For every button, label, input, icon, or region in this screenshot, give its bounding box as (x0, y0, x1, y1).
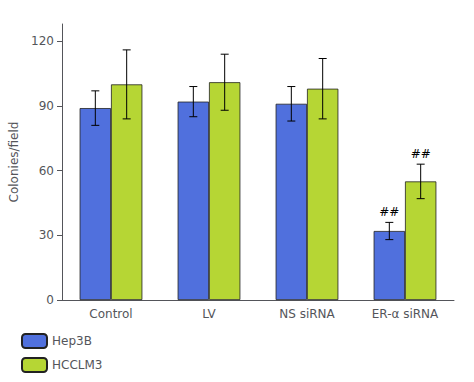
svg-text:HCCLM3: HCCLM3 (52, 358, 102, 372)
svg-text:Hep3B: Hep3B (52, 334, 92, 348)
svg-text:30: 30 (39, 228, 54, 242)
svg-text:Control: Control (89, 307, 132, 321)
svg-text:90: 90 (39, 99, 54, 113)
svg-text:ER-α siRNA: ER-α siRNA (372, 307, 439, 321)
svg-text:120: 120 (31, 34, 54, 48)
svg-text:Colonies/field: Colonies/field (7, 122, 21, 203)
svg-text:NS siRNA: NS siRNA (279, 307, 335, 321)
svg-text:60: 60 (39, 164, 54, 178)
svg-text:##: ## (379, 205, 399, 219)
svg-text:LV: LV (202, 307, 216, 321)
svg-text:##: ## (411, 147, 431, 161)
svg-text:0: 0 (46, 293, 54, 307)
